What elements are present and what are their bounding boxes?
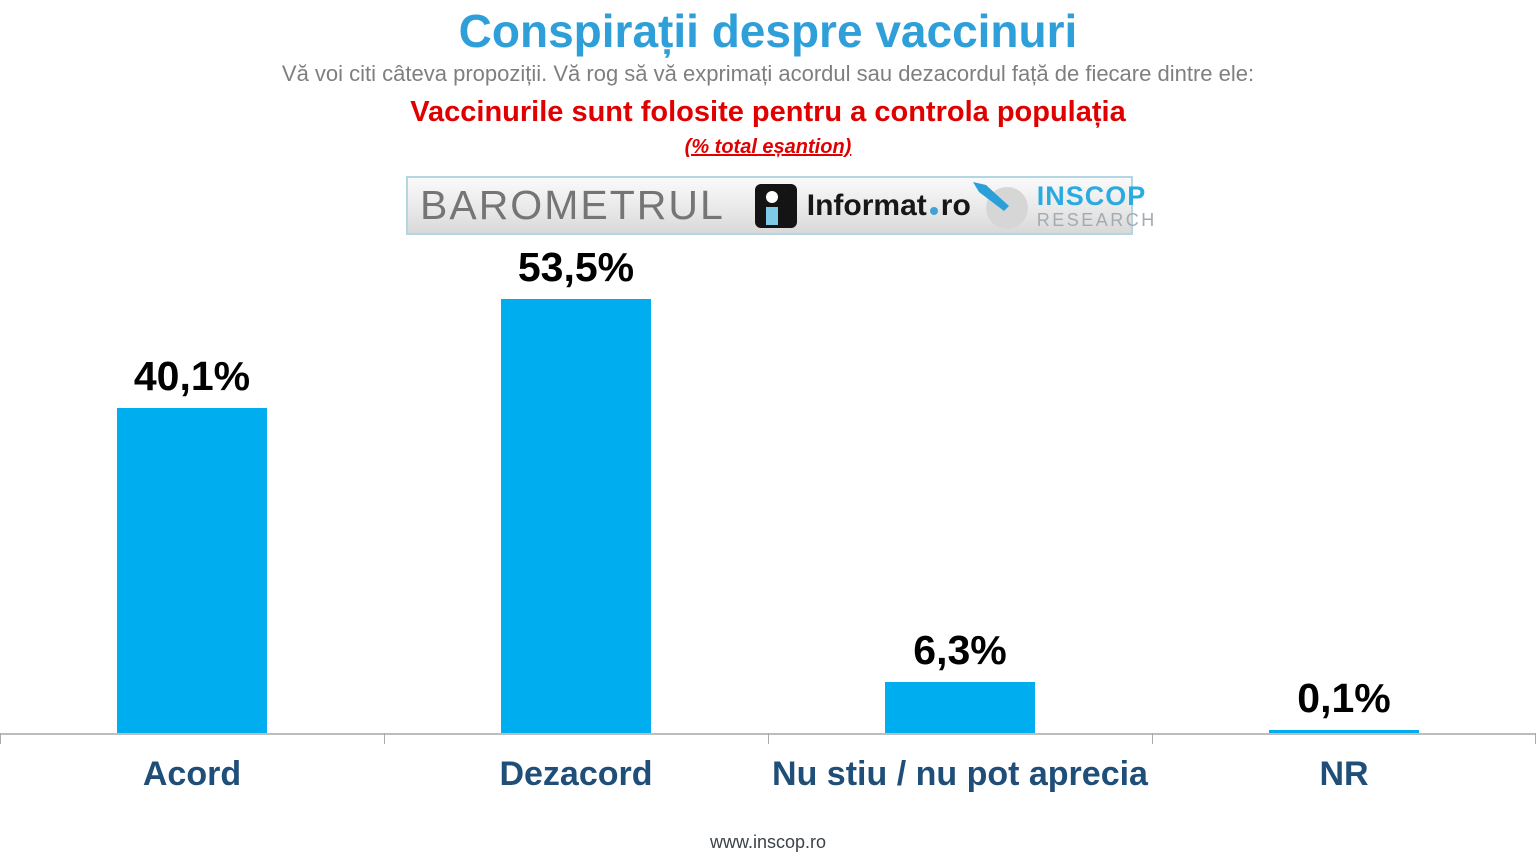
bar-dezacord [501, 299, 651, 733]
bar-value-label: 0,1% [1297, 675, 1391, 721]
informat-dot-separator-icon [929, 206, 938, 215]
page-title: Conspirații despre vaccinuri [458, 5, 1078, 57]
informat-ro-wordmark: Informat ro [806, 188, 971, 222]
category-label: Acord [142, 755, 242, 793]
category-label: Nu stiu / nu pot aprecia [772, 755, 1148, 793]
sample-note: (% total eșantion) [0, 136, 1536, 159]
bar-value-label: 40,1% [133, 353, 251, 399]
survey-question-intro: Vă voi citi câteva propoziții. Vă rog să… [281, 61, 1255, 86]
bar-acord [117, 408, 267, 733]
axis-tick [1152, 733, 1153, 744]
informat-word: Informat [806, 188, 927, 222]
informat-i-icon [754, 183, 797, 228]
logo-bar: BAROMETRUL Informat ro INSCOP RESEARCH [406, 176, 1154, 235]
bar-value-label: 6,3% [913, 627, 1007, 673]
informat-tld: ro [940, 188, 971, 222]
survey-statement: Vaccinurile sunt folosite pentru a contr… [410, 96, 1126, 128]
axis-tick [0, 733, 1, 744]
informat-i-dot [765, 190, 778, 203]
footer-website: www.inscop.ro [709, 832, 827, 852]
sample-note-text: (% total eșantion) [684, 136, 852, 158]
inscop-name: INSCOP [1036, 180, 1147, 211]
category-label: Dezacord [499, 755, 653, 793]
bar-nu-stiu-nu-pot-aprecia [885, 682, 1035, 733]
informat-ro-logo: Informat ro [754, 183, 971, 228]
bar-nr [1269, 730, 1419, 733]
inscop-research-logo: INSCOP RESEARCH [971, 180, 1157, 232]
inscop-research-subtitle: RESEARCH [1036, 209, 1157, 230]
informat-i-stem [765, 206, 778, 225]
barometrul-logo: BAROMETRUL [420, 182, 725, 228]
inscop-compass-icon [972, 181, 1028, 229]
inscop-wordmark: INSCOP RESEARCH [1036, 180, 1157, 230]
category-label: NR [1319, 755, 1369, 793]
axis-tick [768, 733, 769, 744]
bar-value-label: 53,5% [517, 244, 635, 290]
axis-tick [384, 733, 385, 744]
